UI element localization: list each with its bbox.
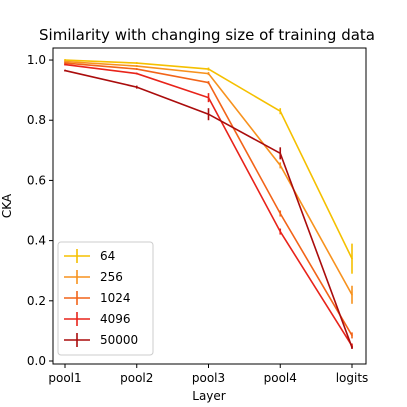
y-tick-label: 1.0 bbox=[27, 53, 46, 67]
legend-label: 4096 bbox=[100, 312, 131, 326]
x-axis-label: Layer bbox=[192, 389, 226, 403]
data-point bbox=[64, 60, 66, 63]
data-point bbox=[351, 334, 353, 337]
data-point bbox=[207, 96, 210, 99]
data-point bbox=[279, 212, 282, 215]
data-point bbox=[135, 68, 138, 70]
legend-label: 50000 bbox=[100, 333, 138, 347]
data-point bbox=[64, 69, 66, 72]
series-1024 bbox=[64, 62, 353, 339]
legend-label: 256 bbox=[100, 270, 123, 284]
data-point bbox=[279, 110, 282, 112]
data-point bbox=[351, 257, 353, 260]
series-64 bbox=[64, 59, 353, 274]
y-tick-label: 0.0 bbox=[27, 354, 46, 368]
data-point bbox=[279, 230, 282, 233]
x-tick-label: pool1 bbox=[48, 371, 81, 385]
x-tick-label: pool2 bbox=[120, 371, 153, 385]
legend-label: 64 bbox=[100, 249, 115, 263]
data-point bbox=[64, 62, 66, 64]
data-point bbox=[207, 68, 210, 70]
data-point bbox=[279, 164, 282, 167]
x-tick-label: pool3 bbox=[192, 371, 225, 385]
data-point bbox=[279, 152, 282, 155]
x-tick-label: logits bbox=[336, 371, 369, 385]
legend: 64 256 1024 4096 50000 bbox=[57, 241, 154, 356]
series-4096 bbox=[64, 63, 353, 349]
y-axis-label: CKA bbox=[0, 193, 14, 218]
data-point bbox=[351, 293, 353, 296]
y-tick-label: 0.6 bbox=[27, 173, 46, 187]
data-point bbox=[135, 72, 138, 75]
data-point bbox=[64, 63, 66, 66]
x-tick-label: pool4 bbox=[264, 371, 297, 385]
y-tick-label: 0.4 bbox=[27, 234, 46, 248]
series-50000 bbox=[64, 69, 353, 349]
data-point bbox=[207, 72, 210, 75]
data-point bbox=[135, 86, 138, 88]
series-256 bbox=[64, 60, 353, 304]
data-point bbox=[135, 65, 138, 67]
data-point bbox=[207, 81, 210, 84]
data-point bbox=[64, 59, 66, 61]
legend-frame bbox=[57, 241, 154, 356]
chart-title: Similarity with changing size of trainin… bbox=[39, 26, 375, 44]
legend-label: 1024 bbox=[100, 291, 131, 305]
data-point bbox=[135, 62, 138, 64]
y-tick-label: 0.2 bbox=[27, 294, 46, 308]
y-tick-label: 0.8 bbox=[27, 113, 46, 127]
axes-frame bbox=[52, 47, 367, 365]
data-point bbox=[351, 346, 353, 349]
data-point bbox=[207, 113, 210, 116]
